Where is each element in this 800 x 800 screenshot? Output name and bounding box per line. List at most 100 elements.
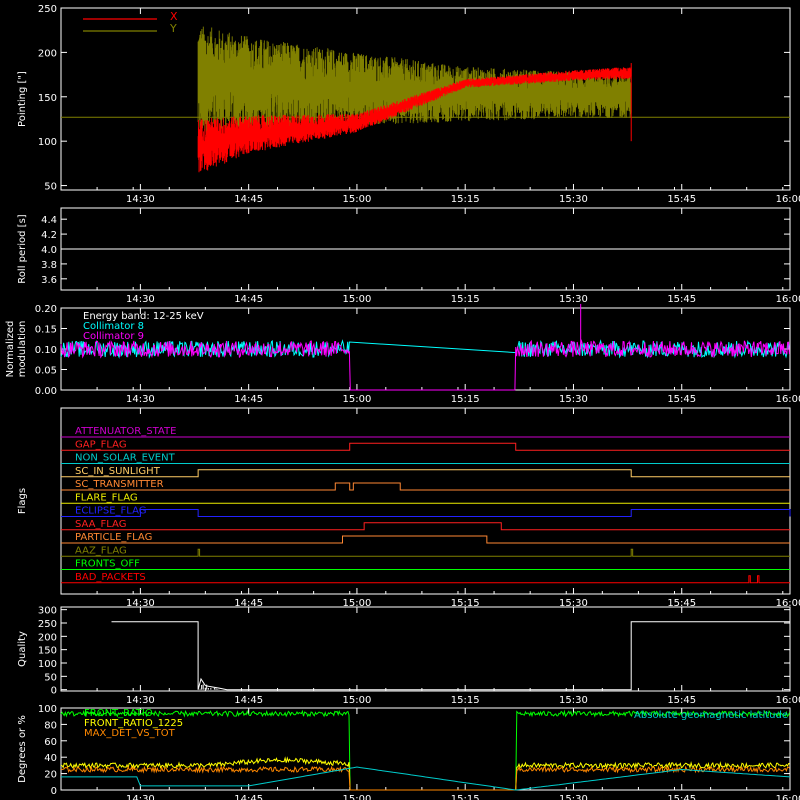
- y-axis-label: modulation: [17, 321, 28, 378]
- flag-line-bad-packets: [61, 575, 790, 584]
- series-y-trace: [197, 26, 632, 137]
- x-tick-label: 14:45: [234, 294, 263, 305]
- y-axis-label: Normalized: [5, 321, 16, 378]
- quality-panel: 14:30 14:45 15:00 15:15 15:30 15:45 16:00 Quali…: [17, 606, 800, 706]
- pointing-panel: 14:30 14:45 15:00 15:15 15:30 15:45 16:00 Point…: [17, 4, 800, 205]
- x-tick-label: 15:00: [343, 794, 372, 800]
- flags-panel: 14:30 14:45 15:00 15:15 15:30 15:45 16:00 Flags…: [17, 407, 800, 609]
- x-tick-label: 15:45: [667, 194, 696, 205]
- y-tick-label: 0.05: [35, 366, 57, 377]
- x-tick-label: 15:15: [451, 194, 480, 205]
- flag-line-sc-in-sunlight: [61, 469, 790, 478]
- ratio-legend-label: FRONT_RATIO_1225: [84, 718, 183, 729]
- modulation-annotation: Energy band: 12-25 keV: [83, 311, 204, 322]
- y-tick-label: 4.2: [41, 230, 57, 241]
- x-tick-label: 14:45: [234, 194, 263, 205]
- flag-label-bad-packets: BAD_PACKETS: [75, 572, 146, 583]
- x-tick-label: 15:00: [343, 394, 372, 405]
- x-tick-label: 15:00: [343, 695, 372, 706]
- y-tick-label: 20: [44, 770, 57, 781]
- y-tick-label: 250: [38, 619, 57, 630]
- ratio-max-det-vs-tot-trace: [60, 765, 790, 791]
- flag-label-gap-flag: GAP_FLAG: [75, 439, 127, 450]
- y-tick-label: 150: [38, 93, 57, 104]
- x-tick-label: 14:30: [126, 294, 155, 305]
- flag-label-particle-flag: PARTICLE_FLAG: [75, 532, 152, 543]
- y-axis-label: Flags: [17, 488, 28, 514]
- legend-label-y: Y: [169, 22, 177, 35]
- y-tick-label: 4.4: [41, 215, 57, 226]
- x-tick-label: 15:30: [559, 194, 588, 205]
- plot-frame: [60, 7, 791, 191]
- y-tick-label: 150: [38, 646, 57, 657]
- y-axis-label: Roll period [s]: [17, 214, 28, 283]
- flag-label-non-solar-event: NON_SOLAR_EVENT: [75, 453, 176, 464]
- flag-line-eclipse-flag: [61, 509, 791, 517]
- y-tick-label: 250: [38, 4, 57, 15]
- geomagnetic-latitude-label: Absolute geomagnetic latitude: [634, 710, 788, 721]
- x-tick-label: 14:30: [126, 394, 155, 405]
- y-tick-label: 60: [44, 737, 57, 748]
- x-tick-label: 15:30: [559, 294, 588, 305]
- flag-label-aaz-flag: AAZ_FLAG: [75, 545, 127, 556]
- x-tick-label: 16:00: [776, 598, 800, 609]
- x-tick-label: 14:30: [126, 194, 155, 205]
- flag-line-particle-flag: [61, 535, 790, 544]
- x-tick-label: 15:30: [559, 394, 588, 405]
- y-tick-label: 50: [44, 672, 57, 683]
- y-axis-label: Pointing ["]: [17, 71, 28, 127]
- y-tick-label: 0: [51, 786, 57, 797]
- ratio-legend-label: FRONT_RATIO: [84, 708, 153, 719]
- y-tick-label: 3.6: [41, 275, 57, 286]
- x-tick-label: 15:30: [559, 695, 588, 706]
- x-tick-label: 15:15: [451, 598, 480, 609]
- y-tick-label: 200: [38, 632, 57, 643]
- modulation-annotation: Collimator 9: [83, 331, 144, 342]
- x-tick-label: 15:45: [667, 394, 696, 405]
- x-tick-label: 14:30: [126, 695, 155, 706]
- flag-label-eclipse-flag: ECLIPSE_FLAG: [75, 506, 146, 517]
- x-tick-label: 15:45: [667, 294, 696, 305]
- ratios-panel: 14:30 14:45 15:00 15:15 15:30 15:45 16:00 Degre…: [17, 704, 800, 800]
- y-tick-label: 40: [44, 753, 57, 764]
- x-tick-label: 15:00: [343, 194, 372, 205]
- y-tick-label: 50: [44, 182, 57, 193]
- flag-line-aaz-flag: [61, 548, 790, 557]
- flag-label-sc-in-sunlight: SC_IN_SUNLIGHT: [75, 466, 161, 477]
- y-tick-label: 0.15: [35, 325, 57, 336]
- x-tick-label: 14:30: [126, 598, 155, 609]
- ratio-legend-label: MAX_DET_VS_TOT: [84, 728, 176, 739]
- flag-line-saa-flag: [61, 522, 790, 531]
- flag-line-gap-flag: [61, 442, 790, 451]
- y-tick-label: 0.00: [35, 386, 57, 397]
- y-axis-label: Quality: [17, 631, 28, 667]
- x-tick-label: 16:00: [776, 695, 800, 706]
- x-tick-label: 16:00: [776, 194, 800, 205]
- y-tick-label: 0.20: [35, 304, 57, 315]
- geomagnetic-latitude-trace: [61, 766, 791, 791]
- flag-label-fronts-off: FRONTS_OFF: [75, 559, 140, 570]
- x-tick-label: 15:30: [559, 598, 588, 609]
- flag-label-sc-transmitter: SC_TRANSMITTER: [75, 479, 164, 490]
- x-tick-label: 15:15: [451, 794, 480, 800]
- x-tick-label: 14:45: [234, 695, 263, 706]
- x-tick-label: 15:45: [667, 598, 696, 609]
- x-tick-label: 15:15: [451, 294, 480, 305]
- roll-period-panel: 14:30 14:45 15:00 15:15 15:30 15:45 16:00 Roll …: [17, 207, 800, 305]
- quality-trace: [111, 621, 790, 691]
- series-x-trace: [197, 67, 632, 173]
- x-tick-label: 16:00: [776, 394, 800, 405]
- flag-line-sc-transmitter: [61, 482, 790, 491]
- plot-frame: [60, 407, 791, 595]
- x-tick-label: 14:30: [126, 794, 155, 800]
- plot-frame: [60, 606, 791, 692]
- x-tick-label: 14:45: [234, 598, 263, 609]
- x-tick-label: 15:00: [343, 598, 372, 609]
- flag-label-flare-flag: FLARE_FLAG: [75, 492, 138, 503]
- flag-label-saa-flag: SAA_FLAG: [75, 519, 126, 530]
- x-tick-label: 16:00: [776, 294, 800, 305]
- x-tick-label: 15:45: [667, 695, 696, 706]
- y-tick-label: 100: [38, 137, 57, 148]
- x-tick-label: 16:00: [776, 794, 800, 800]
